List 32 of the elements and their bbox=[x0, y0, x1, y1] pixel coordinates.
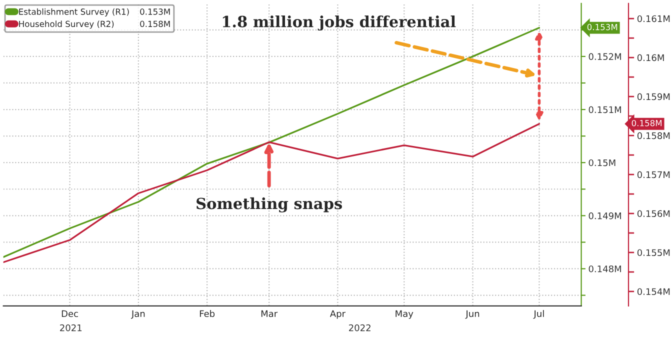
y-tick-label: 0.148M bbox=[588, 265, 621, 272]
annotation: 0.153M bbox=[140, 8, 170, 15]
text: 0.158M bbox=[632, 120, 662, 126]
y-tick-label: 0.151M bbox=[588, 106, 621, 114]
x-tick-label: Apr bbox=[330, 310, 346, 319]
x-tick-label: Feb bbox=[200, 310, 215, 318]
legend-label: Establishment Survey (R1) bbox=[19, 8, 129, 16]
y2-tick-label: 0.154M bbox=[637, 288, 670, 296]
x-tick-label: Mar bbox=[261, 310, 278, 318]
text: 2021 bbox=[60, 324, 82, 332]
annotation: 1.8 million jobs differential bbox=[222, 16, 456, 31]
x-tick-label: Jan bbox=[131, 310, 145, 319]
y2-tick-label: 0.161M bbox=[637, 15, 670, 22]
annotation: 0.158M bbox=[140, 20, 170, 28]
y2-tick-label: 0.16M bbox=[637, 54, 664, 62]
y-tick-label: 0.15M bbox=[588, 159, 616, 166]
x-tick-label: Jul bbox=[533, 310, 544, 319]
y2-tick-label: 0.159M bbox=[637, 93, 670, 100]
y-tick-label: 0.152M bbox=[588, 53, 621, 60]
x-tick-label: May bbox=[396, 310, 414, 319]
y2-tick-label: 0.158M bbox=[637, 132, 670, 140]
y-tick-label: 0.149M bbox=[588, 212, 621, 220]
x-tick-label: Dec bbox=[62, 310, 78, 318]
annotation: Something snaps bbox=[196, 197, 342, 212]
line-series bbox=[3, 123, 540, 264]
text: 2022 bbox=[349, 324, 370, 332]
x-tick-label: Jun bbox=[465, 310, 480, 319]
y2-tick-label: 0.155M bbox=[637, 249, 670, 256]
y2-tick-label: 0.156M bbox=[637, 210, 670, 218]
legend-label: Household Survey (R2) bbox=[19, 20, 114, 29]
text: 0.153M bbox=[587, 24, 618, 30]
y2-tick-label: 0.157M bbox=[637, 171, 670, 178]
